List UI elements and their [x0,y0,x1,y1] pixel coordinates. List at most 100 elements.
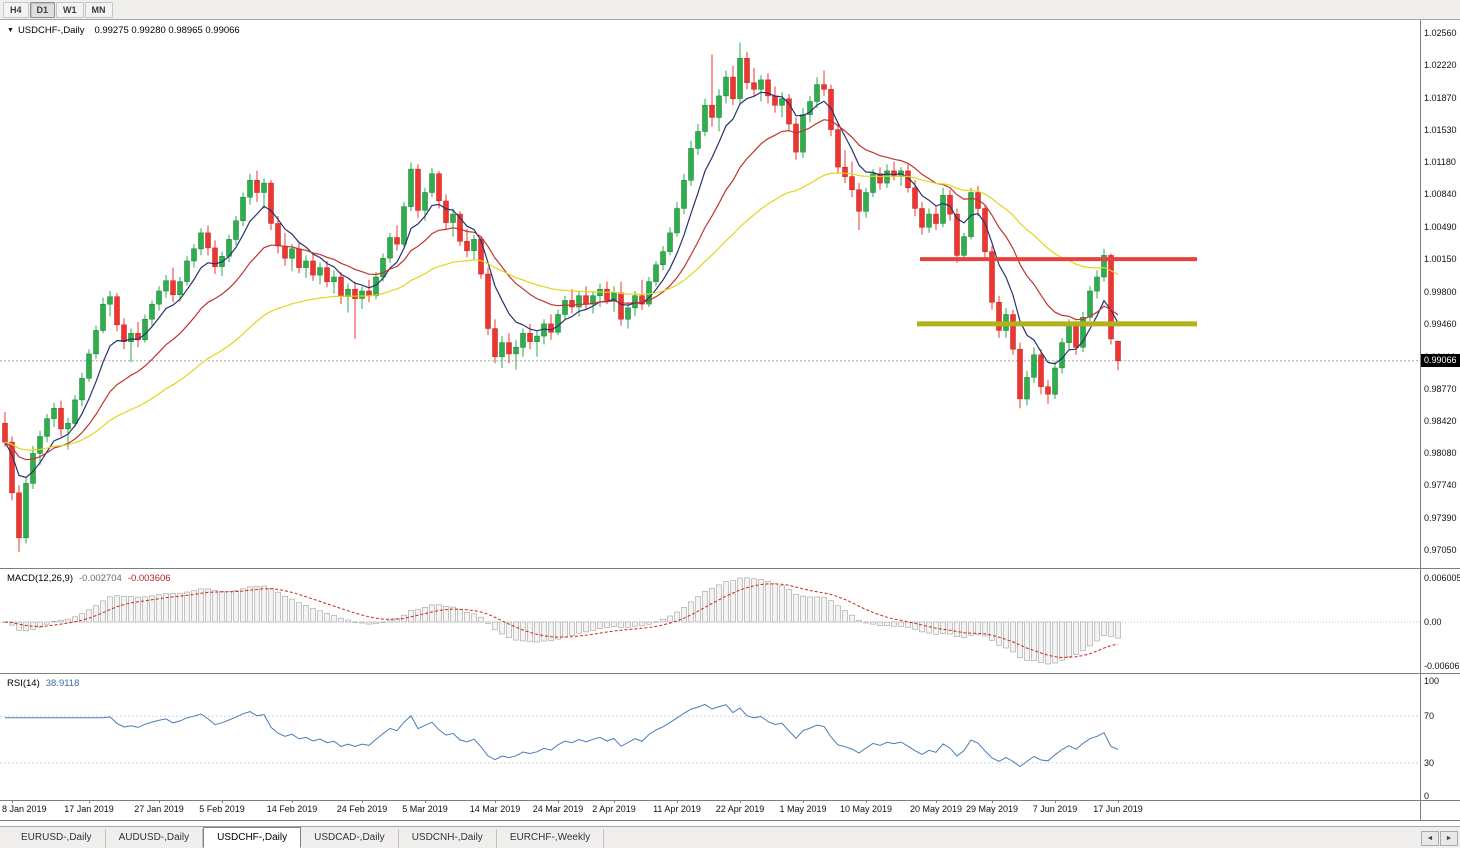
axis-label: 0.98770 [1424,383,1457,394]
rsi-name: RSI(14) [7,678,40,689]
rsi-label: RSI(14) 38.9118 [7,678,79,689]
chart-tab-eurusd[interactable]: EURUSD-,Daily [8,829,106,848]
macd-canvas[interactable] [0,568,1420,673]
chart-tab-audusd[interactable]: AUDUSD-,Daily [106,829,204,848]
price-chart-panel[interactable]: ▼ USDCHF-,Daily 0.99275 0.99280 0.98965 0.… [0,20,1420,568]
timeframe-toolbar: H4 D1 W1 MN [0,0,1460,20]
time-axis-tick [936,800,937,803]
time-axis-tick [803,800,804,803]
timeframe-button-mn[interactable]: MN [84,1,113,18]
chart-tab-eurchf[interactable]: EURCHF-,Weekly [497,829,605,848]
main-chart-canvas[interactable] [0,20,1420,568]
chart-tab-usdcad[interactable]: USDCAD-,Daily [301,829,399,848]
time-axis-tick [495,800,496,803]
date-label: 11 Apr 2019 [653,804,701,814]
axis-label: -0.0060696 [1424,661,1460,671]
time-axis-tick [558,800,559,803]
axis-label: 30 [1424,758,1435,768]
axis-label: 100 [1424,676,1440,686]
rsi-canvas[interactable] [0,673,1420,800]
chart-ohlc-label: 0.99275 0.99280 0.98965 0.99066 [94,25,240,36]
date-label: 8 Jan 2019 [2,804,47,814]
chart-symbol-label: USDCHF-,Daily [17,25,85,36]
axis-label: 0.00 [1424,617,1442,627]
macd-name: MACD(12,26,9) [7,573,73,584]
date-label: 27 Jan 2019 [134,804,184,814]
time-axis-tick [222,800,223,803]
chart-tab-bar: EURUSD-,Daily AUDUSD-,Daily USDCHF-,Daily U… [0,826,1460,848]
tabs-scroll-right-button[interactable]: ► [1440,831,1458,846]
date-label: 22 Apr 2019 [715,804,765,814]
panel-divider [0,820,1460,821]
rsi-indicator-panel[interactable]: RSI(14) 38.9118 [0,673,1420,800]
axis-label: 0.97390 [1424,513,1457,524]
date-label: 7 Jun 2019 [1032,804,1078,814]
axis-label: 0.98080 [1424,448,1457,459]
axis-label: 1.01530 [1424,124,1457,135]
date-label: 10 May 2019 [839,804,893,814]
time-axis-tick [1055,800,1056,803]
axis-label: 1.02220 [1424,59,1457,70]
time-axis-tick [362,800,363,803]
date-label: 5 Mar 2019 [402,804,448,814]
timeframe-button-h4[interactable]: H4 [3,1,29,18]
time-axis-tick [425,800,426,803]
price-axis[interactable]: 0.99066 1.02560 1.02220 1.01870 1.01530 1.01… [1420,20,1460,820]
axis-label: 0 [1424,791,1430,801]
axis-label: 1.01870 [1424,92,1457,103]
panel-divider [0,800,1460,801]
axis-label: 1.00840 [1424,189,1457,200]
tab-scroll-controls: ◄ ► [1421,831,1458,846]
date-label: 29 May 2019 [965,804,1019,814]
date-label: 14 Mar 2019 [469,804,521,814]
time-axis-tick [12,800,13,803]
tabs-scroll-left-button[interactable]: ◄ [1421,831,1439,846]
time-axis-tick [992,800,993,803]
timeframe-button-w1[interactable]: W1 [56,1,84,18]
macd-label: MACD(12,26,9) -0.002704 -0.003606 [7,573,171,584]
time-axis-tick [292,800,293,803]
time-axis-tick [866,800,867,803]
chart-tab-usdcnh[interactable]: USDCNH-,Daily [399,829,497,848]
time-axis[interactable]: 8 Jan 2019 17 Jan 2019 27 Jan 2019 5 Feb 20… [0,800,1420,820]
axis-label: 1.00150 [1424,254,1457,265]
axis-label: 70 [1424,711,1435,721]
panel-divider[interactable] [0,568,1460,569]
timeframe-button-group: H4 D1 W1 MN [3,1,114,18]
axis-label: 0.97740 [1424,480,1457,491]
time-axis-tick [740,800,741,803]
axis-label: 1.01180 [1424,157,1456,168]
timeframe-button-d1[interactable]: D1 [29,1,56,18]
date-label: 24 Feb 2019 [336,804,388,814]
rsi-value: 38.9118 [45,678,80,689]
date-label: 17 Jan 2019 [64,804,114,814]
chart-tab-usdchf[interactable]: USDCHF-,Daily [203,827,302,848]
axis-label: 0.98420 [1424,416,1457,427]
macd-main-value: -0.002704 [79,573,122,584]
date-label: 20 May 2019 [909,804,963,814]
axis-label: 0.97050 [1424,545,1457,555]
time-axis-tick [1118,800,1119,803]
time-axis-tick [677,800,678,803]
axis-label: 0.99800 [1424,286,1457,297]
time-axis-tick [159,800,160,803]
date-label: 24 Mar 2019 [532,804,584,814]
panel-divider[interactable] [0,673,1460,674]
date-label: 1 May 2019 [779,804,827,814]
current-price-tag: 0.99066 [1421,354,1460,367]
axis-label: 0.99460 [1424,318,1457,329]
chart-tab-strip: EURUSD-,Daily AUDUSD-,Daily USDCHF-,Daily U… [8,827,605,848]
chart-dropdown-icon[interactable]: ▼ [7,27,14,34]
time-axis-tick [89,800,90,803]
date-label: 5 Feb 2019 [199,804,245,814]
axis-label: 1.00490 [1424,222,1457,233]
macd-signal-value: -0.003606 [127,573,171,584]
date-label: 17 Jun 2019 [1093,804,1143,814]
axis-label: 1.02560 [1424,28,1457,38]
axis-label: 0.0060058 [1424,573,1460,583]
time-axis-tick [614,800,615,803]
macd-indicator-panel[interactable]: MACD(12,26,9) -0.002704 -0.003606 [0,568,1420,673]
chart-info-label: ▼ USDCHF-,Daily 0.99275 0.99280 0.98965 0.… [7,25,240,36]
date-label: 14 Feb 2019 [266,804,318,814]
